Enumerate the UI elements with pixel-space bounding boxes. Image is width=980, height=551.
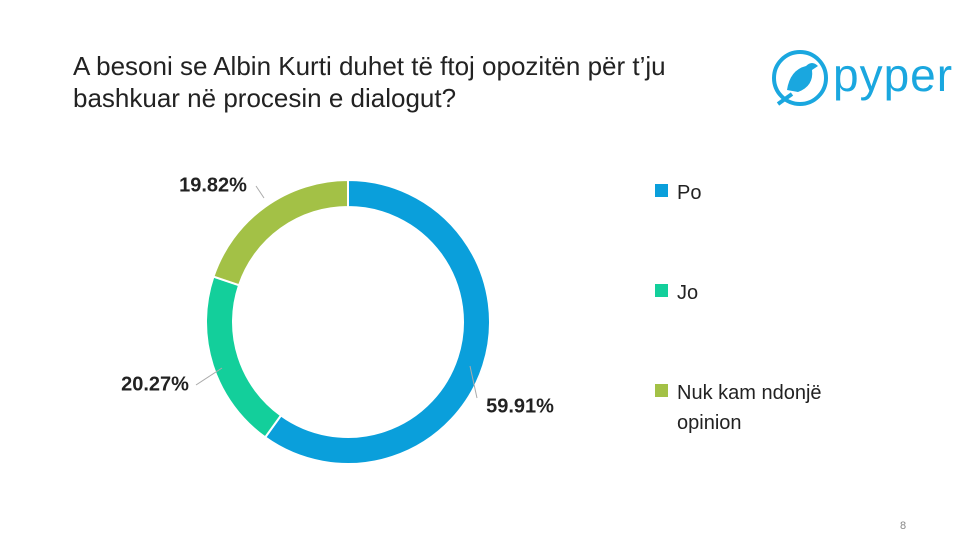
donut-slice: [205, 275, 283, 439]
logo-text: pyper: [833, 49, 954, 101]
legend-swatch: [655, 384, 668, 397]
legend-swatch: [655, 284, 668, 297]
legend-label: Nuk kam ndonjë opinion: [677, 382, 822, 434]
leader-line: [255, 185, 265, 199]
value-label: 59.91%: [486, 395, 554, 417]
legend-item: Nuk kam ndonjë opinion: [655, 378, 867, 438]
logo-icon: [772, 50, 828, 106]
value-label: 19.82%: [179, 174, 247, 196]
legend-label: Po: [677, 182, 702, 204]
donut-slice: [263, 178, 491, 465]
legend-item: Jo: [655, 278, 867, 308]
leader-line: [195, 367, 223, 386]
legend-item: Po: [655, 178, 867, 208]
slide-title: A besoni se Albin Kurti duhet të ftoj op…: [73, 51, 666, 113]
legend-label: Jo: [677, 282, 699, 304]
donut-slice: [212, 178, 349, 287]
page-number: 8: [900, 520, 907, 532]
value-label: 20.27%: [121, 373, 189, 395]
leader-line: [469, 365, 478, 399]
legend-swatch: [655, 184, 668, 197]
